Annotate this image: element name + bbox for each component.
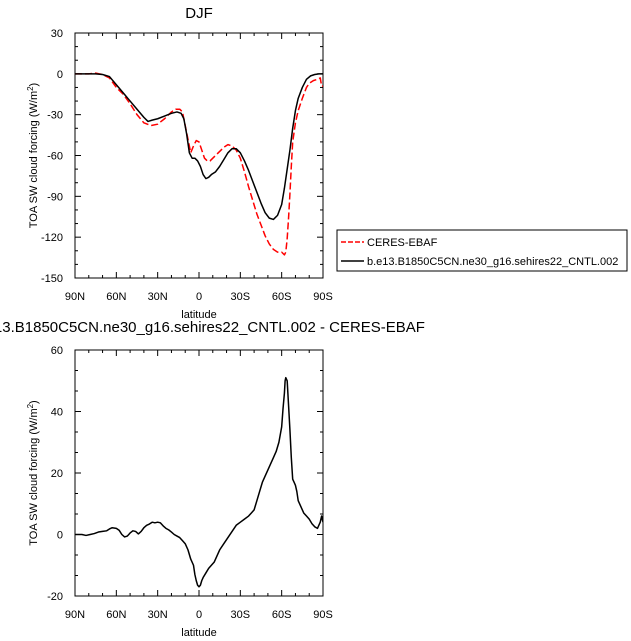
panel1-plot-frame bbox=[74, 32, 324, 279]
panel2-y-axis-label: TOA SW cloud forcing (W/m2) bbox=[26, 400, 40, 545]
panel1-xtick-label: 60N bbox=[106, 291, 126, 303]
panel2-ytick-label: -20 bbox=[47, 591, 63, 603]
panel1-xtick-label: 30N bbox=[148, 291, 168, 303]
panel1-xtick-label: 60S bbox=[272, 291, 292, 303]
panel2-xtick-label: 0 bbox=[196, 609, 202, 621]
panel1-series-line-2 bbox=[75, 73, 323, 221]
panel2-ytick-label: 20 bbox=[51, 468, 63, 480]
panel2-xtick-label: 60N bbox=[106, 609, 126, 621]
panel2-ytick-label: 0 bbox=[57, 530, 63, 542]
panel1-ytick-label: -120 bbox=[41, 232, 63, 244]
legend-box bbox=[336, 229, 628, 272]
panel1-series-line-1 bbox=[75, 72, 323, 256]
panel2-series-line-1 bbox=[75, 376, 323, 588]
panel1-y-axis-label: TOA SW cloud forcing (W/m2) bbox=[26, 83, 40, 228]
panel1-ytick-label: -90 bbox=[47, 191, 63, 203]
panel2-ytick-label: 60 bbox=[51, 345, 63, 357]
panel2-ytick-label: 40 bbox=[51, 407, 63, 419]
panel1-ytick-label: -60 bbox=[47, 151, 63, 163]
panel1-title: DJF bbox=[185, 5, 213, 22]
panel2-xtick-label: 90S bbox=[313, 609, 333, 621]
panel2-xtick-label: 30N bbox=[148, 609, 168, 621]
panel1-ytick-label: 30 bbox=[51, 28, 63, 40]
legend-label-2: b.e13.B1850C5CN.ne30_g16.sehires22_CNTL.… bbox=[367, 256, 618, 268]
panel1-ytick-label: -150 bbox=[41, 273, 63, 285]
panel2-xtick-label: 60S bbox=[272, 609, 292, 621]
panel1-ytick-label: 0 bbox=[57, 69, 63, 81]
panel1-xtick-label: 90N bbox=[65, 291, 85, 303]
panel2-xtick-label: 90N bbox=[65, 609, 85, 621]
panel1-xtick-label: 0 bbox=[196, 291, 202, 303]
panel1-x-axis-label: latitude bbox=[181, 309, 216, 321]
panel2-title: b.e13.B1850C5CN.ne30_g16.sehires22_CNTL.… bbox=[0, 319, 425, 336]
panel2-plot-frame bbox=[74, 349, 324, 597]
panel1-ytick-label: -30 bbox=[47, 110, 63, 122]
panel2-x-axis-label: latitude bbox=[181, 627, 216, 639]
legend-label-1: CERES-EBAF bbox=[367, 237, 438, 249]
panel1-xtick-label: 30S bbox=[231, 291, 251, 303]
panel2-xtick-label: 30S bbox=[231, 609, 251, 621]
panel1-xtick-label: 90S bbox=[313, 291, 333, 303]
